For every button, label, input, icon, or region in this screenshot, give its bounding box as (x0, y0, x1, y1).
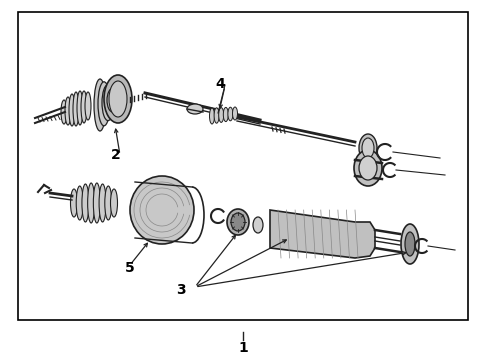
Ellipse shape (85, 92, 91, 120)
Ellipse shape (98, 82, 110, 126)
Ellipse shape (99, 184, 106, 222)
Ellipse shape (231, 213, 245, 231)
Ellipse shape (354, 150, 382, 186)
Ellipse shape (73, 92, 79, 126)
Ellipse shape (94, 79, 106, 131)
Ellipse shape (359, 156, 377, 180)
Ellipse shape (102, 85, 114, 121)
Ellipse shape (214, 108, 219, 123)
Ellipse shape (210, 108, 215, 124)
Ellipse shape (401, 224, 419, 264)
Text: 2: 2 (111, 148, 121, 162)
Ellipse shape (65, 97, 71, 125)
Ellipse shape (109, 81, 127, 117)
Ellipse shape (105, 86, 117, 116)
Ellipse shape (88, 183, 95, 223)
Text: 3: 3 (176, 283, 186, 297)
Ellipse shape (219, 108, 224, 122)
Ellipse shape (82, 184, 89, 222)
Ellipse shape (111, 189, 118, 217)
Ellipse shape (362, 138, 374, 158)
Polygon shape (270, 210, 375, 258)
Ellipse shape (107, 88, 119, 112)
Ellipse shape (223, 107, 228, 122)
Ellipse shape (61, 100, 67, 124)
Bar (18, 12, 468, 320)
Ellipse shape (81, 91, 87, 123)
Ellipse shape (187, 104, 203, 114)
Ellipse shape (253, 217, 263, 233)
Text: 1: 1 (238, 341, 248, 355)
Ellipse shape (232, 107, 238, 120)
Ellipse shape (76, 186, 83, 220)
Ellipse shape (71, 189, 77, 217)
Ellipse shape (359, 134, 377, 162)
Ellipse shape (77, 91, 83, 125)
Ellipse shape (105, 186, 112, 220)
Text: 5: 5 (125, 261, 135, 275)
Ellipse shape (227, 209, 249, 235)
Ellipse shape (405, 232, 415, 256)
Ellipse shape (69, 94, 75, 126)
Ellipse shape (94, 183, 100, 223)
Text: 4: 4 (215, 77, 225, 91)
Ellipse shape (104, 75, 132, 123)
Ellipse shape (228, 107, 233, 121)
Ellipse shape (130, 176, 194, 244)
